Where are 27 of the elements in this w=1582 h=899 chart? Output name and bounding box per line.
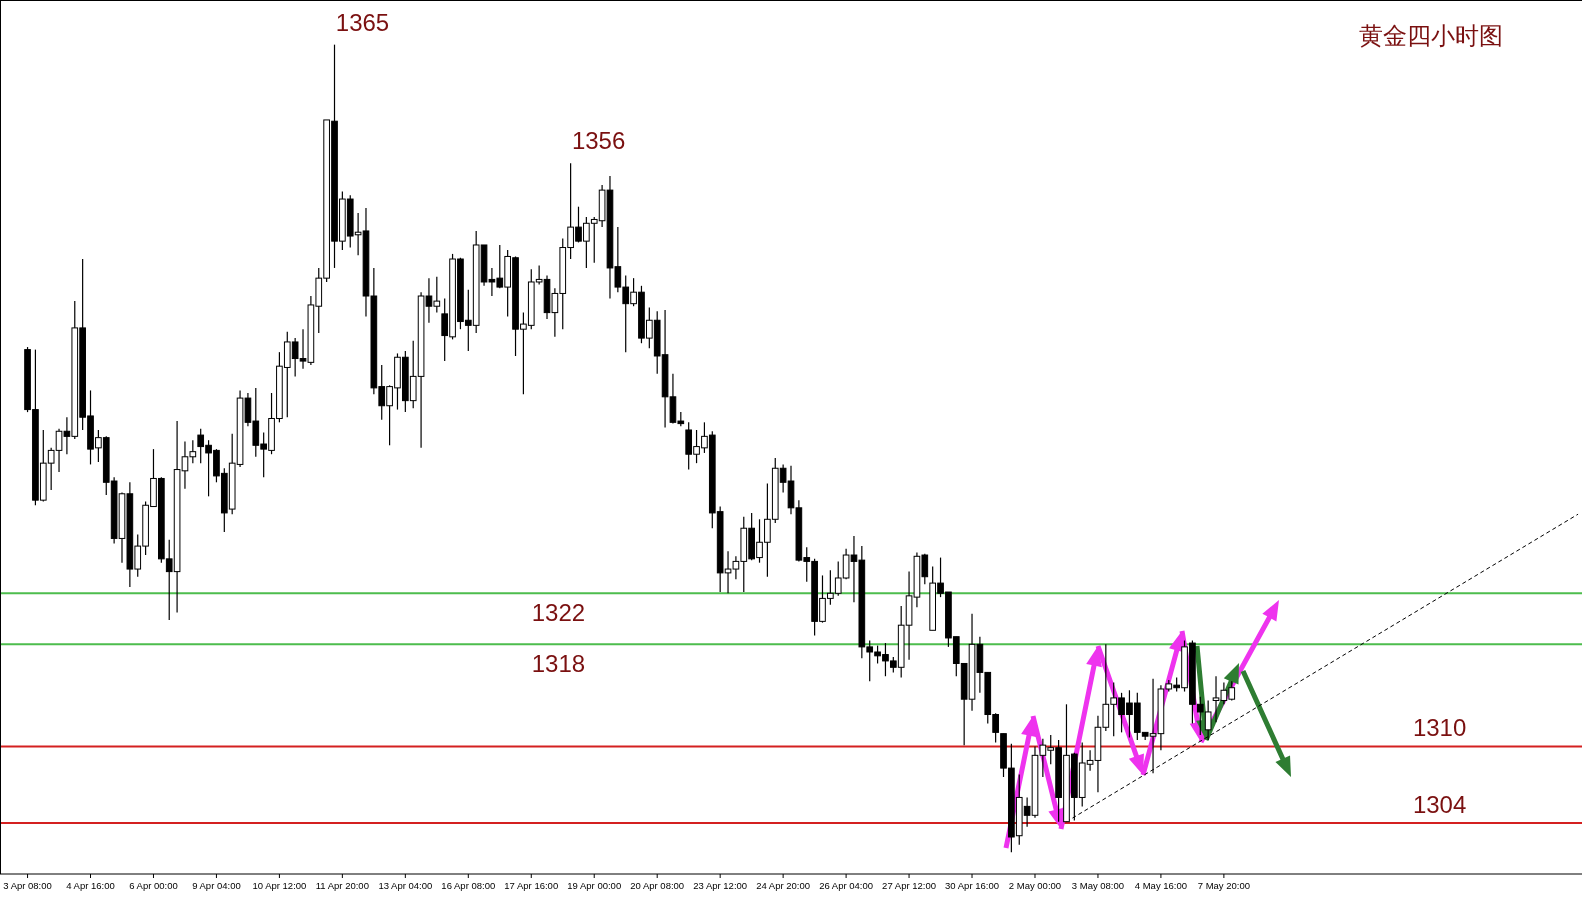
- x-tick-label: 7 May 20:00: [1197, 880, 1251, 891]
- x-tick-label: 19 Apr 00:00: [567, 880, 622, 891]
- x-tick-label: 10 Apr 12:00: [252, 880, 307, 891]
- x-tick-label: 13 Apr 04:00: [378, 880, 433, 891]
- x-tick-label: 26 Apr 04:00: [819, 880, 874, 891]
- x-tick-label: 6 Apr 00:00: [129, 880, 178, 891]
- ref-line-label: 1322: [531, 599, 586, 627]
- annotation: 1356: [571, 127, 626, 155]
- annotation: 1365: [335, 8, 390, 36]
- x-tick-label: 17 Apr 16:00: [504, 880, 559, 891]
- x-tick-label: 3 Apr 08:00: [3, 880, 52, 891]
- text: 黄金四小时图: [1359, 22, 1503, 50]
- x-tick-label: 4 May 16:00: [1134, 880, 1188, 891]
- x-tick-label: 24 Apr 20:00: [756, 880, 811, 891]
- ref-line-label: 1304: [1412, 790, 1467, 818]
- x-tick-label: 27 Apr 12:00: [882, 880, 937, 891]
- ref-line-label: 1318: [531, 650, 586, 678]
- x-tick-label: 30 Apr 16:00: [945, 880, 999, 891]
- x-tick-label: 9 Apr 04:00: [192, 880, 241, 891]
- x-tick-label: 16 Apr 08:00: [441, 880, 496, 891]
- x-tick-label: 2 May 00:00: [1008, 880, 1062, 891]
- x-tick-label: 23 Apr 12:00: [693, 880, 748, 891]
- ref-line-label: 1310: [1412, 714, 1467, 742]
- x-tick-label: 4 Apr 16:00: [66, 880, 115, 891]
- x-tick-label: 3 May 08:00: [1071, 880, 1125, 891]
- x-tick-label: 11 Apr 20:00: [315, 880, 369, 891]
- x-tick-label: 20 Apr 08:00: [630, 880, 685, 891]
